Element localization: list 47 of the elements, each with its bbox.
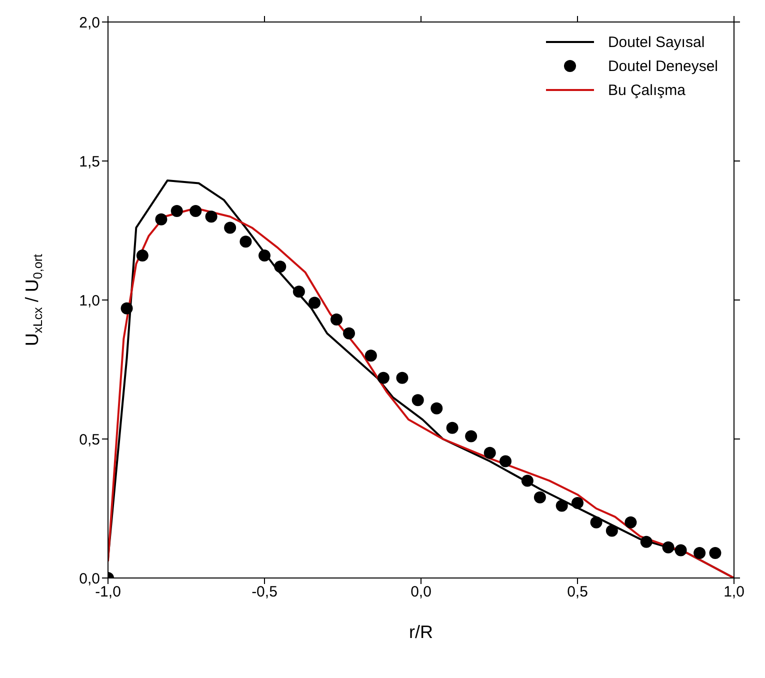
point [155,213,168,226]
point [640,536,652,548]
point [446,422,458,434]
point [572,496,584,509]
point [274,260,286,273]
y-tick-label: 0,5 [79,431,100,448]
y-tick-label: 1,0 [79,292,100,310]
x-tick-label: 0,0 [410,584,432,601]
point [694,546,706,559]
x-tick-label: 0,5 [567,584,588,601]
point [709,546,722,559]
point [465,430,478,442]
point [412,394,424,406]
point [484,446,496,459]
point [662,541,674,554]
point [258,250,270,262]
point [190,205,202,218]
y-tick-label: 1,5 [79,153,100,170]
y-tick-label: 2,0 [79,14,100,32]
point [377,372,390,384]
point [430,402,443,414]
point [330,313,342,326]
point [364,350,377,362]
point [120,302,133,314]
point [590,516,602,528]
point [343,327,356,340]
legend-label: Doutel Sayısal [608,34,705,50]
point [240,236,252,248]
point [674,544,687,556]
point [556,500,568,512]
point [224,222,236,234]
point [396,372,408,384]
legend-label: Bu Çalışma [608,82,686,98]
point [205,210,218,223]
x-tick-label: 1,0 [724,584,744,601]
point [534,491,546,504]
point [500,455,512,468]
x-axis-title: r/R [409,622,433,642]
point [170,205,183,218]
legend-label: Doutel Deneysel [608,58,718,74]
point [308,296,321,309]
point [624,516,637,528]
point [292,286,305,298]
point [136,250,148,262]
point [606,524,618,537]
point [521,474,534,487]
x-tick-label: -0,5 [252,584,278,601]
